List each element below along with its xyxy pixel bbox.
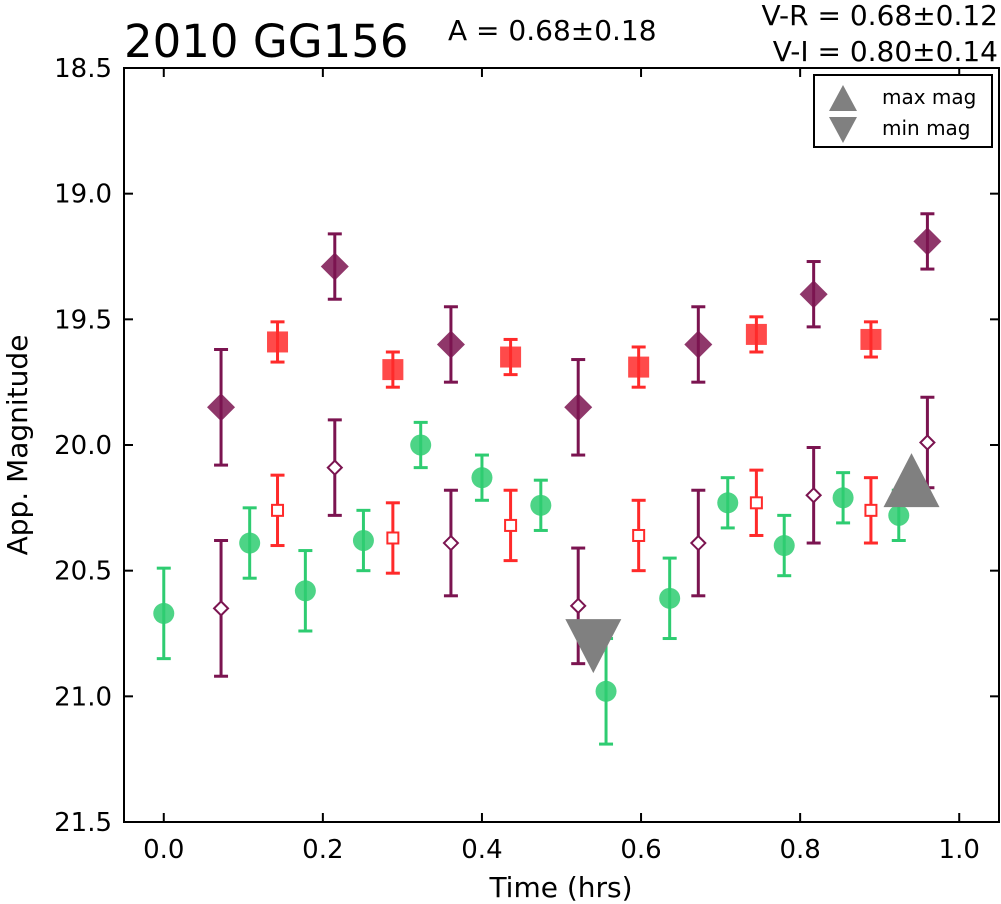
data-point-square <box>267 331 289 353</box>
x-tick-label: 0.0 <box>143 835 184 865</box>
data-point-diamond-open <box>569 597 587 615</box>
data-point-square-open <box>632 528 646 542</box>
data-point-diamond <box>684 330 713 359</box>
x-ticks: 0.0 0.2 0.4 0.6 0.8 1.0 <box>143 68 980 865</box>
data-point-square-open <box>864 503 878 517</box>
data-point-square <box>500 346 522 368</box>
legend-min-mag-label: min mag <box>882 116 971 140</box>
y-axis-label: App. Magnitude <box>1 335 34 556</box>
data-point-square <box>860 328 882 350</box>
data-point-diamond-open <box>918 434 936 451</box>
extrema-markers <box>565 453 940 674</box>
max-mag-marker <box>883 453 940 508</box>
y-tick-label: 18.5 <box>54 54 112 84</box>
data-point-circle <box>352 530 374 552</box>
data-marks <box>153 212 942 746</box>
data-point-diamond-open <box>805 486 823 504</box>
data-point-square-open <box>271 503 285 517</box>
plot-area <box>124 68 999 822</box>
chart-title: 2010 GG156 <box>124 15 408 68</box>
amplitude-annotation: A = 0.68±0.18 <box>448 14 657 47</box>
data-point-circle <box>832 487 854 509</box>
x-axis-label: Time (hrs) <box>488 871 632 904</box>
data-point-square <box>628 356 650 378</box>
y-tick-label: 21.5 <box>54 808 112 838</box>
data-point-circle <box>410 434 432 456</box>
data-point-diamond <box>436 330 465 359</box>
data-point-square-open <box>504 518 518 532</box>
data-point-circle <box>530 494 552 516</box>
data-point-diamond-open <box>326 459 344 477</box>
data-point-square <box>745 323 767 345</box>
data-point-diamond-open <box>689 534 707 552</box>
legend-max-mag-marker <box>829 85 857 111</box>
data-point-circle <box>294 580 316 602</box>
data-point-square-open <box>386 531 400 545</box>
x-tick-label: 0.6 <box>620 835 661 865</box>
data-point-circle <box>659 587 681 609</box>
data-point-circle <box>773 535 795 557</box>
data-point-circle <box>239 532 261 554</box>
data-point-circle <box>595 680 617 702</box>
data-point-circle <box>888 504 910 526</box>
data-point-diamond <box>913 227 942 256</box>
data-point-circle <box>471 467 493 489</box>
data-point-diamond <box>799 280 828 309</box>
legend-max-mag-label: max mag <box>882 85 976 109</box>
data-point-square-open <box>749 496 763 510</box>
min-mag-marker <box>565 619 622 674</box>
y-ticks: 18.5 19.0 19.5 20.0 20.5 21.0 21.5 <box>54 54 999 838</box>
data-point-circle <box>717 492 739 514</box>
data-point-square <box>382 359 404 381</box>
color-vi-annotation: V-I = 0.80±0.14 <box>773 35 998 68</box>
data-point-diamond <box>564 393 593 422</box>
x-tick-label: 0.8 <box>779 835 820 865</box>
data-point-circle <box>153 602 175 624</box>
y-tick-label: 21.0 <box>54 682 112 712</box>
data-point-diamond-open <box>212 599 230 617</box>
data-point-diamond <box>320 252 349 281</box>
data-point-diamond-open <box>442 534 460 552</box>
y-tick-label: 20.0 <box>54 431 112 461</box>
x-tick-label: 1.0 <box>939 835 980 865</box>
legend: max mag min mag <box>813 74 993 148</box>
legend-min-mag-marker <box>829 117 857 143</box>
color-vr-annotation: V-R = 0.68±0.12 <box>762 0 998 32</box>
x-tick-label: 0.2 <box>302 835 343 865</box>
y-tick-label: 19.0 <box>54 180 112 210</box>
data-point-diamond <box>207 393 236 422</box>
y-tick-label: 20.5 <box>54 557 112 587</box>
y-tick-label: 19.5 <box>54 305 112 335</box>
x-tick-label: 0.4 <box>461 835 502 865</box>
